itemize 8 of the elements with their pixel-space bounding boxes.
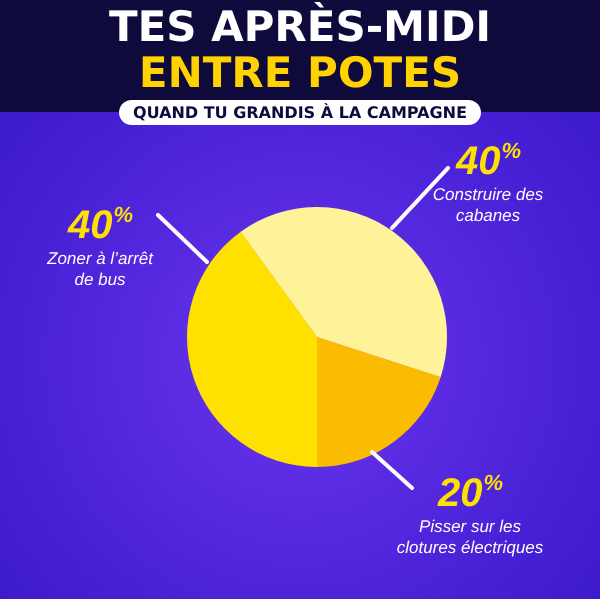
data-label: 40%: [454, 138, 522, 183]
slice-label: Construire des cabanes: [432, 185, 544, 225]
slice-label: Zoner à l’arrêt de bus: [46, 249, 154, 289]
data-label: 40%: [66, 202, 134, 247]
chart-subtitle: QUAND TU GRANDIS À LA CAMPAGNE: [119, 100, 481, 125]
data-label: 20%: [436, 470, 504, 515]
slice-label: Pisser sur les clotures électriques: [396, 517, 544, 557]
chart-title: TES APRÈS-MIDI ENTRE POTES: [108, 2, 492, 97]
